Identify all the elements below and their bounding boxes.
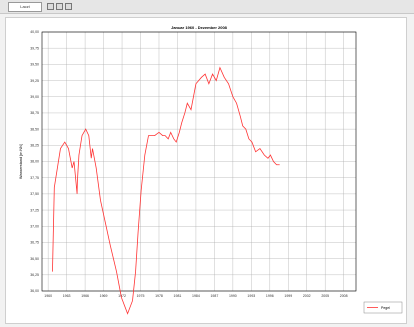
y-tick-label: 37,50 [30, 192, 39, 196]
y-tick-label: 40,00 [30, 30, 39, 34]
y-axis-ticks: 36,00 36,25 36,50 36,75 37,00 37,25 37,50 37,75… [30, 30, 39, 293]
x-tick-label: 2008 [340, 294, 348, 298]
y-tick-label: 37,25 [30, 208, 39, 212]
y-tick-label: 37,75 [30, 176, 39, 180]
y-tick-label: 38,50 [30, 127, 39, 131]
y-tick-label: 39,00 [30, 95, 39, 99]
y-tick-label: 38,25 [30, 144, 39, 148]
toolbar-dropdown-button[interactable]: Laczt [8, 2, 42, 12]
x-tick-label: 2002 [303, 294, 311, 298]
y-tick-label: 36,25 [30, 273, 39, 277]
x-tick-label: 2005 [321, 294, 329, 298]
chart-icon[interactable] [47, 3, 54, 10]
y-tick-label: 38,00 [30, 160, 39, 164]
y-tick-label: 39,50 [30, 63, 39, 67]
y-tick-label: 39,25 [30, 79, 39, 83]
legend: Pegel [363, 301, 403, 314]
y-tick-label: 36,50 [30, 257, 39, 261]
x-tick-label: 1996 [266, 294, 274, 298]
plot-area [41, 31, 357, 292]
x-tick-label: 1963 [63, 294, 71, 298]
y-tick-label: 39,75 [30, 46, 39, 50]
y-axis-label: Wasserstand [m NN] [19, 144, 23, 179]
x-axis-ticks: 1960 1963 1966 1969 1972 1975 1978 1981 1984 1987… [44, 294, 347, 298]
x-tick-label: 1975 [137, 294, 145, 298]
grid-icon[interactable] [65, 3, 72, 10]
y-tick-label: 36,00 [30, 289, 39, 293]
x-tick-label: 1993 [247, 294, 255, 298]
legend-box [363, 301, 403, 314]
series-line-pegel [52, 66, 280, 315]
x-tick-label: 1966 [81, 294, 89, 298]
chart-panel: 36,00 36,25 36,50 36,75 37,00 37,25 37,50 37,75… [5, 17, 407, 324]
x-tick-label: 1981 [174, 294, 182, 298]
zoom-icon[interactable] [56, 3, 63, 10]
legend-label: Pegel [381, 306, 390, 310]
x-tick-label: 1987 [210, 294, 218, 298]
x-tick-label: 1969 [100, 294, 108, 298]
toolbar: Laczt [0, 0, 414, 14]
y-tick-label: 38,75 [30, 111, 39, 115]
x-tick-label: 1978 [155, 294, 163, 298]
y-tick-label: 37,00 [30, 224, 39, 228]
water-level-chart: 36,00 36,25 36,50 36,75 37,00 37,25 37,50 37,75… [19, 25, 403, 315]
chart-grid [42, 31, 356, 292]
y-tick-label: 36,75 [30, 241, 39, 245]
x-tick-label: 1999 [284, 294, 292, 298]
x-tick-label: 1984 [192, 294, 200, 298]
x-tick-label: 1990 [229, 294, 237, 298]
x-tick-label: 1972 [118, 294, 126, 298]
x-tick-label: 1960 [44, 294, 52, 298]
chart-title: Januar 1960 - Dezember 2008 [171, 25, 228, 30]
